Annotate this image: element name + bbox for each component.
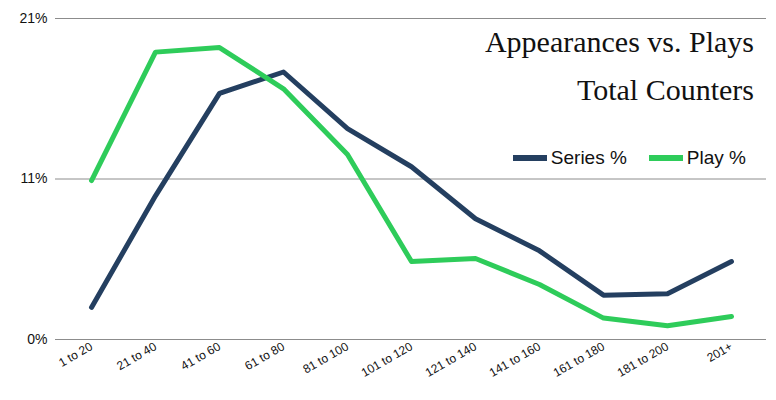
svg-text:161 to 180: 161 to 180 (551, 339, 607, 380)
html-text:Play %: Play % (686, 147, 746, 168)
html-text:Total Counters: Total Counters (577, 73, 754, 106)
svg-text:121 to 140: 121 to 140 (423, 339, 479, 380)
svg-text:21%: 21% (19, 10, 47, 26)
svg-text:0%: 0% (27, 331, 47, 347)
svg-text:141 to 160: 141 to 160 (487, 339, 543, 380)
svg-text:201+: 201+ (705, 339, 735, 365)
html-text:Appearances vs. Plays: Appearances vs. Plays (484, 25, 754, 58)
svg-text:41 to 60: 41 to 60 (178, 339, 223, 373)
svg-text:181 to 200: 181 to 200 (615, 339, 671, 380)
html-text:Series %: Series % (550, 147, 627, 168)
svg-text:81 to 100: 81 to 100 (301, 339, 352, 376)
svg-text:1 to 20: 1 to 20 (56, 339, 95, 370)
svg-text:61 to 80: 61 to 80 (242, 339, 287, 373)
svg-text:11%: 11% (21, 170, 48, 186)
svg-text:101 to 120: 101 to 120 (359, 339, 415, 380)
svg-text:21 to 40: 21 to 40 (114, 339, 159, 373)
